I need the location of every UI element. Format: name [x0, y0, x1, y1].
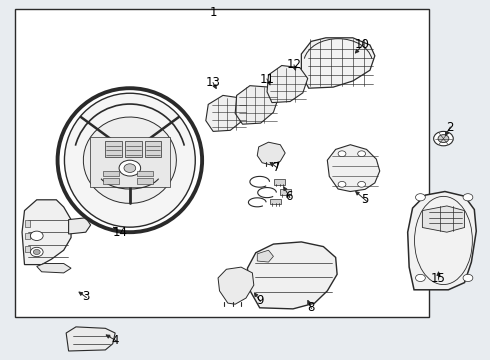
Polygon shape: [267, 66, 308, 103]
Text: 5: 5: [361, 193, 369, 206]
Bar: [15, 9, 429, 317]
Polygon shape: [145, 141, 161, 157]
Polygon shape: [235, 86, 278, 124]
Circle shape: [416, 194, 425, 201]
Polygon shape: [83, 117, 176, 203]
Circle shape: [358, 181, 366, 187]
Polygon shape: [408, 192, 476, 290]
Polygon shape: [270, 199, 281, 204]
Polygon shape: [22, 200, 71, 265]
Text: 11: 11: [260, 73, 274, 86]
Circle shape: [338, 181, 346, 187]
Polygon shape: [25, 220, 30, 227]
Ellipse shape: [65, 93, 195, 227]
Circle shape: [33, 249, 40, 255]
Circle shape: [416, 274, 425, 282]
Ellipse shape: [58, 88, 202, 232]
Polygon shape: [327, 145, 380, 192]
Text: 9: 9: [256, 294, 264, 307]
Text: 8: 8: [307, 301, 315, 314]
Polygon shape: [125, 141, 142, 157]
Polygon shape: [25, 246, 30, 252]
Polygon shape: [137, 178, 153, 184]
Polygon shape: [247, 242, 337, 309]
Circle shape: [438, 135, 449, 143]
Circle shape: [119, 160, 141, 176]
Polygon shape: [257, 142, 285, 165]
Polygon shape: [206, 95, 247, 131]
Polygon shape: [103, 171, 119, 176]
Polygon shape: [37, 264, 71, 273]
Circle shape: [124, 164, 136, 172]
Text: 10: 10: [355, 39, 370, 51]
Text: 12: 12: [287, 58, 301, 71]
Polygon shape: [69, 218, 91, 234]
Circle shape: [338, 151, 346, 157]
Text: 4: 4: [111, 334, 119, 347]
Polygon shape: [280, 189, 291, 195]
Text: 3: 3: [82, 291, 90, 303]
Polygon shape: [25, 233, 30, 239]
Circle shape: [358, 151, 366, 157]
Text: 14: 14: [113, 226, 127, 239]
Polygon shape: [301, 38, 375, 88]
Polygon shape: [257, 250, 273, 262]
Circle shape: [30, 247, 43, 257]
Text: 15: 15: [431, 273, 446, 285]
Polygon shape: [103, 178, 119, 184]
Polygon shape: [66, 327, 115, 351]
Circle shape: [463, 194, 473, 201]
Circle shape: [30, 231, 43, 240]
Text: 6: 6: [285, 190, 293, 203]
Polygon shape: [90, 137, 170, 187]
Polygon shape: [218, 267, 254, 304]
Text: 2: 2: [446, 121, 454, 134]
Polygon shape: [422, 206, 465, 232]
Polygon shape: [105, 141, 122, 157]
Text: 13: 13: [206, 76, 220, 89]
Circle shape: [463, 274, 473, 282]
Text: 1: 1: [209, 6, 217, 19]
Polygon shape: [274, 179, 285, 185]
Circle shape: [434, 131, 453, 146]
Polygon shape: [137, 171, 153, 176]
Text: 7: 7: [273, 161, 281, 174]
